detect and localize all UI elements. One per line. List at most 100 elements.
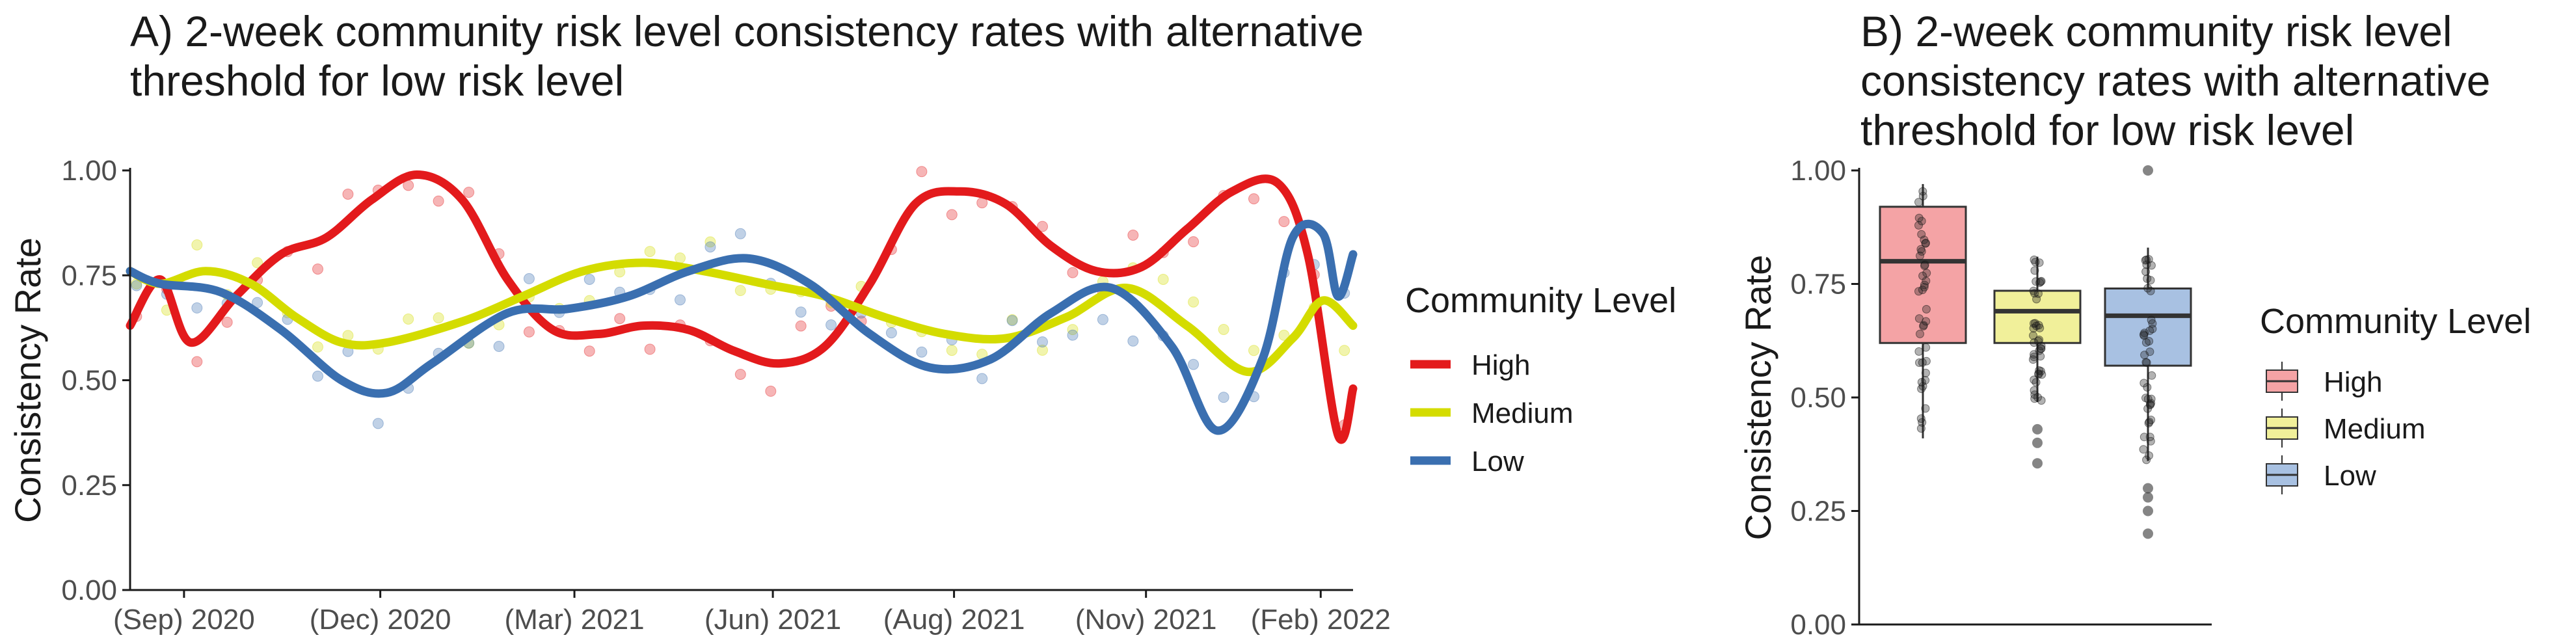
point-low <box>131 280 142 291</box>
panel-a-x-tick-label: (Dec) 2020 <box>310 604 451 636</box>
legend-label-high: High <box>1471 349 1531 381</box>
jitter-point-medium <box>2029 331 2037 340</box>
panel-a-y-tick-label: 0.50 <box>61 365 117 397</box>
panel-a-legend-title: Community Level <box>1405 281 1676 320</box>
jitter-point-high <box>1917 217 1926 226</box>
jitter-point-high <box>1921 368 1930 377</box>
panel-a-x-tick-label: (Jun) 2021 <box>704 604 841 636</box>
jitter-point-low <box>2147 371 2156 380</box>
jitter-point-high <box>1916 329 1924 338</box>
legend-label-low: Low <box>2324 460 2376 492</box>
jitter-point-low <box>2147 261 2156 270</box>
line-low <box>126 219 1358 435</box>
jitter-point-low <box>2144 255 2153 264</box>
jitter-point-low <box>2146 400 2154 409</box>
panel-a-line-chart: 0.00 0.25 0.50 0.75 1.00 (Sep) 2020 (Dec) 202… <box>7 155 1676 636</box>
jitter-point-medium <box>2030 255 2039 264</box>
chart-b-title: B) 2-week community risk level consisten… <box>1860 7 2491 154</box>
jitter-point-high <box>1922 343 1931 352</box>
jitter-point-medium <box>2037 370 2046 379</box>
point-high <box>523 326 535 338</box>
point-medium <box>1248 345 1259 356</box>
jitter-point-medium <box>2028 355 2037 364</box>
jitter-point-medium <box>2037 344 2046 353</box>
point-medium <box>1006 314 1018 325</box>
point-medium <box>734 285 746 297</box>
line-medium <box>126 258 1358 377</box>
point-medium <box>1278 329 1290 341</box>
point-medium <box>403 314 414 325</box>
jitter-point-medium <box>2034 370 2043 379</box>
point-high <box>463 187 475 198</box>
panel-b-y-axis-title: Consistency Rate <box>1737 255 1778 541</box>
panel-b-legend: Community Level High Medium Low <box>2260 302 2531 494</box>
point-low <box>704 241 716 253</box>
point-medium <box>704 236 716 248</box>
point-medium <box>1218 324 1229 335</box>
outlier-medium <box>2032 458 2043 469</box>
point-low <box>976 373 988 384</box>
point-low <box>523 273 535 284</box>
jitter-point-high <box>1922 356 1931 366</box>
jitter-point-low <box>2141 267 2151 276</box>
box-low <box>2104 165 2192 539</box>
jitter-point-high <box>1917 378 1926 386</box>
jitter-point-low <box>2145 433 2154 442</box>
panel-a-y-axis-title: Consistency Rate <box>7 237 48 523</box>
jitter-point-high <box>1917 384 1926 394</box>
panel-a-x-tick-label: (Nov) 2021 <box>1075 604 1217 636</box>
panel-a-y-tick-label: 0.00 <box>61 574 117 606</box>
point-high <box>1278 216 1290 228</box>
jitter-point-low <box>2145 451 2153 460</box>
outlier-low <box>2143 165 2153 176</box>
jitter-point-high <box>1914 347 1924 356</box>
jitter-point-high <box>1916 414 1925 423</box>
panel-a-x-tick-label: (Mar) 2021 <box>504 604 644 636</box>
point-low <box>675 294 686 306</box>
point-low <box>885 327 897 339</box>
jitter-point-high <box>1918 271 1927 280</box>
point-high <box>584 345 595 357</box>
point-low <box>493 341 505 352</box>
outlier-medium <box>2032 423 2043 435</box>
jitter-point-high <box>1915 358 1924 367</box>
point-low <box>1067 329 1079 341</box>
panel-b-y-tick-label: 0.25 <box>1790 496 1846 528</box>
legend-key-low <box>2266 455 2298 494</box>
jitter-point-high <box>1914 314 1924 323</box>
point-low <box>312 370 323 382</box>
point-low <box>1218 392 1229 403</box>
point-high <box>946 209 958 221</box>
point-low <box>1006 315 1018 327</box>
point-low <box>825 319 837 330</box>
jitter-point-high <box>1916 245 1925 254</box>
point-low <box>916 346 928 358</box>
jitter-point-high <box>1918 187 1927 196</box>
point-low <box>1188 358 1200 370</box>
panel-a-x-tick-label: (Feb) 2022 <box>1251 604 1391 636</box>
jitter-point-low <box>2140 433 2149 442</box>
box-medium <box>1993 255 2082 469</box>
point-medium <box>191 239 203 250</box>
point-medium <box>1067 324 1079 336</box>
jitter-point-low <box>2141 358 2151 367</box>
point-low <box>1037 336 1048 348</box>
point-medium <box>312 341 323 353</box>
point-medium <box>252 257 263 269</box>
point-medium <box>644 246 656 258</box>
jitter-point-low <box>2142 455 2151 464</box>
legend-key-high <box>2266 362 2298 401</box>
panel-a-points-layer <box>131 166 1350 431</box>
outlier-medium <box>2032 437 2043 448</box>
legend-label-medium: Medium <box>2324 413 2426 445</box>
point-high <box>644 343 656 355</box>
point-medium <box>1157 274 1169 285</box>
legend-key-medium <box>2266 409 2298 448</box>
legend-label-medium: Medium <box>1471 397 1574 429</box>
jitter-point-high <box>1918 191 1927 200</box>
point-high <box>1188 236 1200 248</box>
panel-a-y-tick-label: 0.75 <box>61 260 117 291</box>
jitter-point-high <box>1919 322 1928 330</box>
panel-a-x-ticks: (Sep) 2020 (Dec) 2020 (Mar) 2021 (Jun) 2021… <box>113 590 1391 636</box>
point-low <box>1127 335 1139 347</box>
